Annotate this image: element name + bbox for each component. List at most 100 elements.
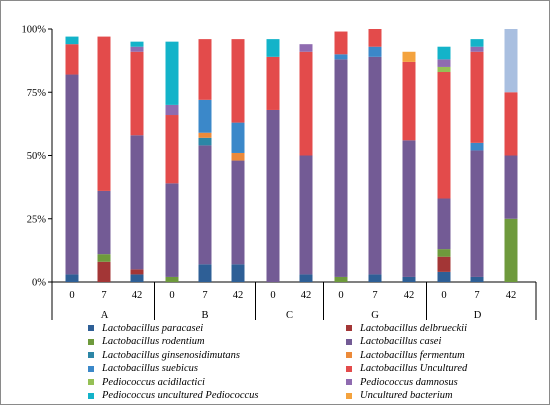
legend-swatch (346, 352, 352, 359)
bar-segment (368, 46, 382, 57)
legend-swatch (88, 352, 94, 359)
legend-item: Lactobacillus paracasei (88, 322, 346, 335)
bar-segment (334, 276, 348, 282)
legend-swatch (88, 338, 94, 345)
legend-swatch (88, 365, 94, 372)
bar-segment (334, 54, 348, 60)
legend-swatch (346, 365, 352, 372)
bar-segment (437, 66, 451, 73)
bar-segment (130, 51, 144, 136)
legend-swatch (346, 379, 352, 386)
bar-segment (470, 142, 484, 151)
bar-segment (97, 36, 111, 191)
bar-segment (65, 44, 79, 75)
bar-segment (402, 51, 416, 62)
group-label: D (474, 310, 482, 321)
bar-segment (437, 256, 451, 272)
x-tick-label: 42 (132, 290, 143, 301)
bar-segment (437, 46, 451, 60)
legend-label: Lactobacillus paracasei (102, 322, 204, 334)
legend-swatch (346, 325, 352, 332)
group-label: G (371, 310, 379, 321)
bar-segment (130, 269, 144, 275)
bar-segment (165, 41, 179, 105)
bar-segment (97, 254, 111, 262)
bar-segment (470, 46, 484, 52)
legend-swatch (88, 379, 94, 386)
bar-segment (231, 39, 245, 123)
bar-segment (470, 51, 484, 143)
bar-segment (437, 198, 451, 250)
legend-item: Pediococcus acidilactici (88, 376, 346, 389)
bar-segment (470, 39, 484, 47)
bar-segment (437, 271, 451, 282)
legend-item: Pediococcus uncultured Pediococcus (88, 390, 346, 403)
bar-segment (334, 31, 348, 55)
bar-segment (266, 56, 280, 110)
legend-item: Lactobacillus delbrueckii (346, 322, 528, 335)
legend-item: Lactobacillus fermentum (346, 349, 528, 362)
bar-segment (130, 46, 144, 52)
legend-swatch (88, 325, 94, 332)
group-label: C (286, 310, 293, 321)
bar-segment (334, 59, 348, 277)
legend-label: Lactobacillus suebicus (102, 363, 198, 375)
legend-item: Lactobacillus rodentium (88, 336, 346, 349)
legend-label: Uncultured bacterium (360, 390, 453, 402)
legend-swatch (346, 338, 352, 345)
x-tick-label: 7 (372, 290, 377, 301)
bar-segment (368, 274, 382, 282)
chart-legend: Lactobacillus paracasei Lactobacillus del… (88, 322, 528, 402)
bar-segment (266, 39, 280, 57)
bar-segment (198, 145, 212, 265)
x-tick-label: 7 (101, 290, 106, 301)
bar-segment (504, 92, 518, 156)
bar-segment (165, 104, 179, 116)
legend-item: Lactobacillus ginsenosidimutans (88, 349, 346, 362)
bar-segment (402, 276, 416, 282)
bar-segment (65, 274, 79, 282)
y-tick-label: 50% (27, 151, 47, 162)
x-tick-label: 7 (202, 290, 207, 301)
y-tick-label: 75% (27, 88, 47, 99)
bar-segment (402, 61, 416, 141)
legend-item: Lactobacillus suebicus (88, 363, 346, 376)
bar-segment (97, 190, 111, 255)
bar-segment (198, 137, 212, 146)
legend-label: Lactobacillus fermentum (360, 349, 465, 361)
bar-segment (231, 264, 245, 282)
y-tick-label: 25% (27, 214, 47, 225)
legend-item: Pediococcus damnosus (346, 376, 528, 389)
bar-segment (130, 41, 144, 47)
bar-segment (97, 261, 111, 282)
y-tick-label: 100% (22, 25, 47, 36)
bar-segment (65, 36, 79, 45)
bar-segment (402, 140, 416, 277)
bar-segment (198, 39, 212, 100)
legend-item: Lactobacillus Uncultured (346, 363, 528, 376)
legend-label: Lactobacillus delbrueckii (360, 322, 468, 334)
legend-label: Pediococcus uncultured Pediococcus (102, 390, 259, 402)
bar-segment (231, 160, 245, 265)
bar-segment (504, 29, 518, 93)
bar-segment (231, 152, 245, 161)
bar-segment (368, 56, 382, 275)
legend-swatch (88, 392, 94, 399)
bar-segment (470, 150, 484, 277)
y-tick-label: 0% (32, 278, 46, 289)
bar-segment (437, 72, 451, 199)
bar-segment (299, 274, 313, 282)
x-tick-label: 42 (301, 290, 312, 301)
bar-segment (130, 274, 144, 282)
bar-segment (504, 218, 518, 282)
bar-segment (165, 115, 179, 184)
bar-segment (504, 155, 518, 219)
x-tick-label: 42 (233, 290, 244, 301)
bar-segment (299, 155, 313, 275)
bar-segment (470, 276, 484, 282)
bar-segment (266, 109, 280, 283)
x-tick-label: 0 (441, 290, 446, 301)
bar-segment (437, 59, 451, 67)
bar-segment (299, 51, 313, 156)
